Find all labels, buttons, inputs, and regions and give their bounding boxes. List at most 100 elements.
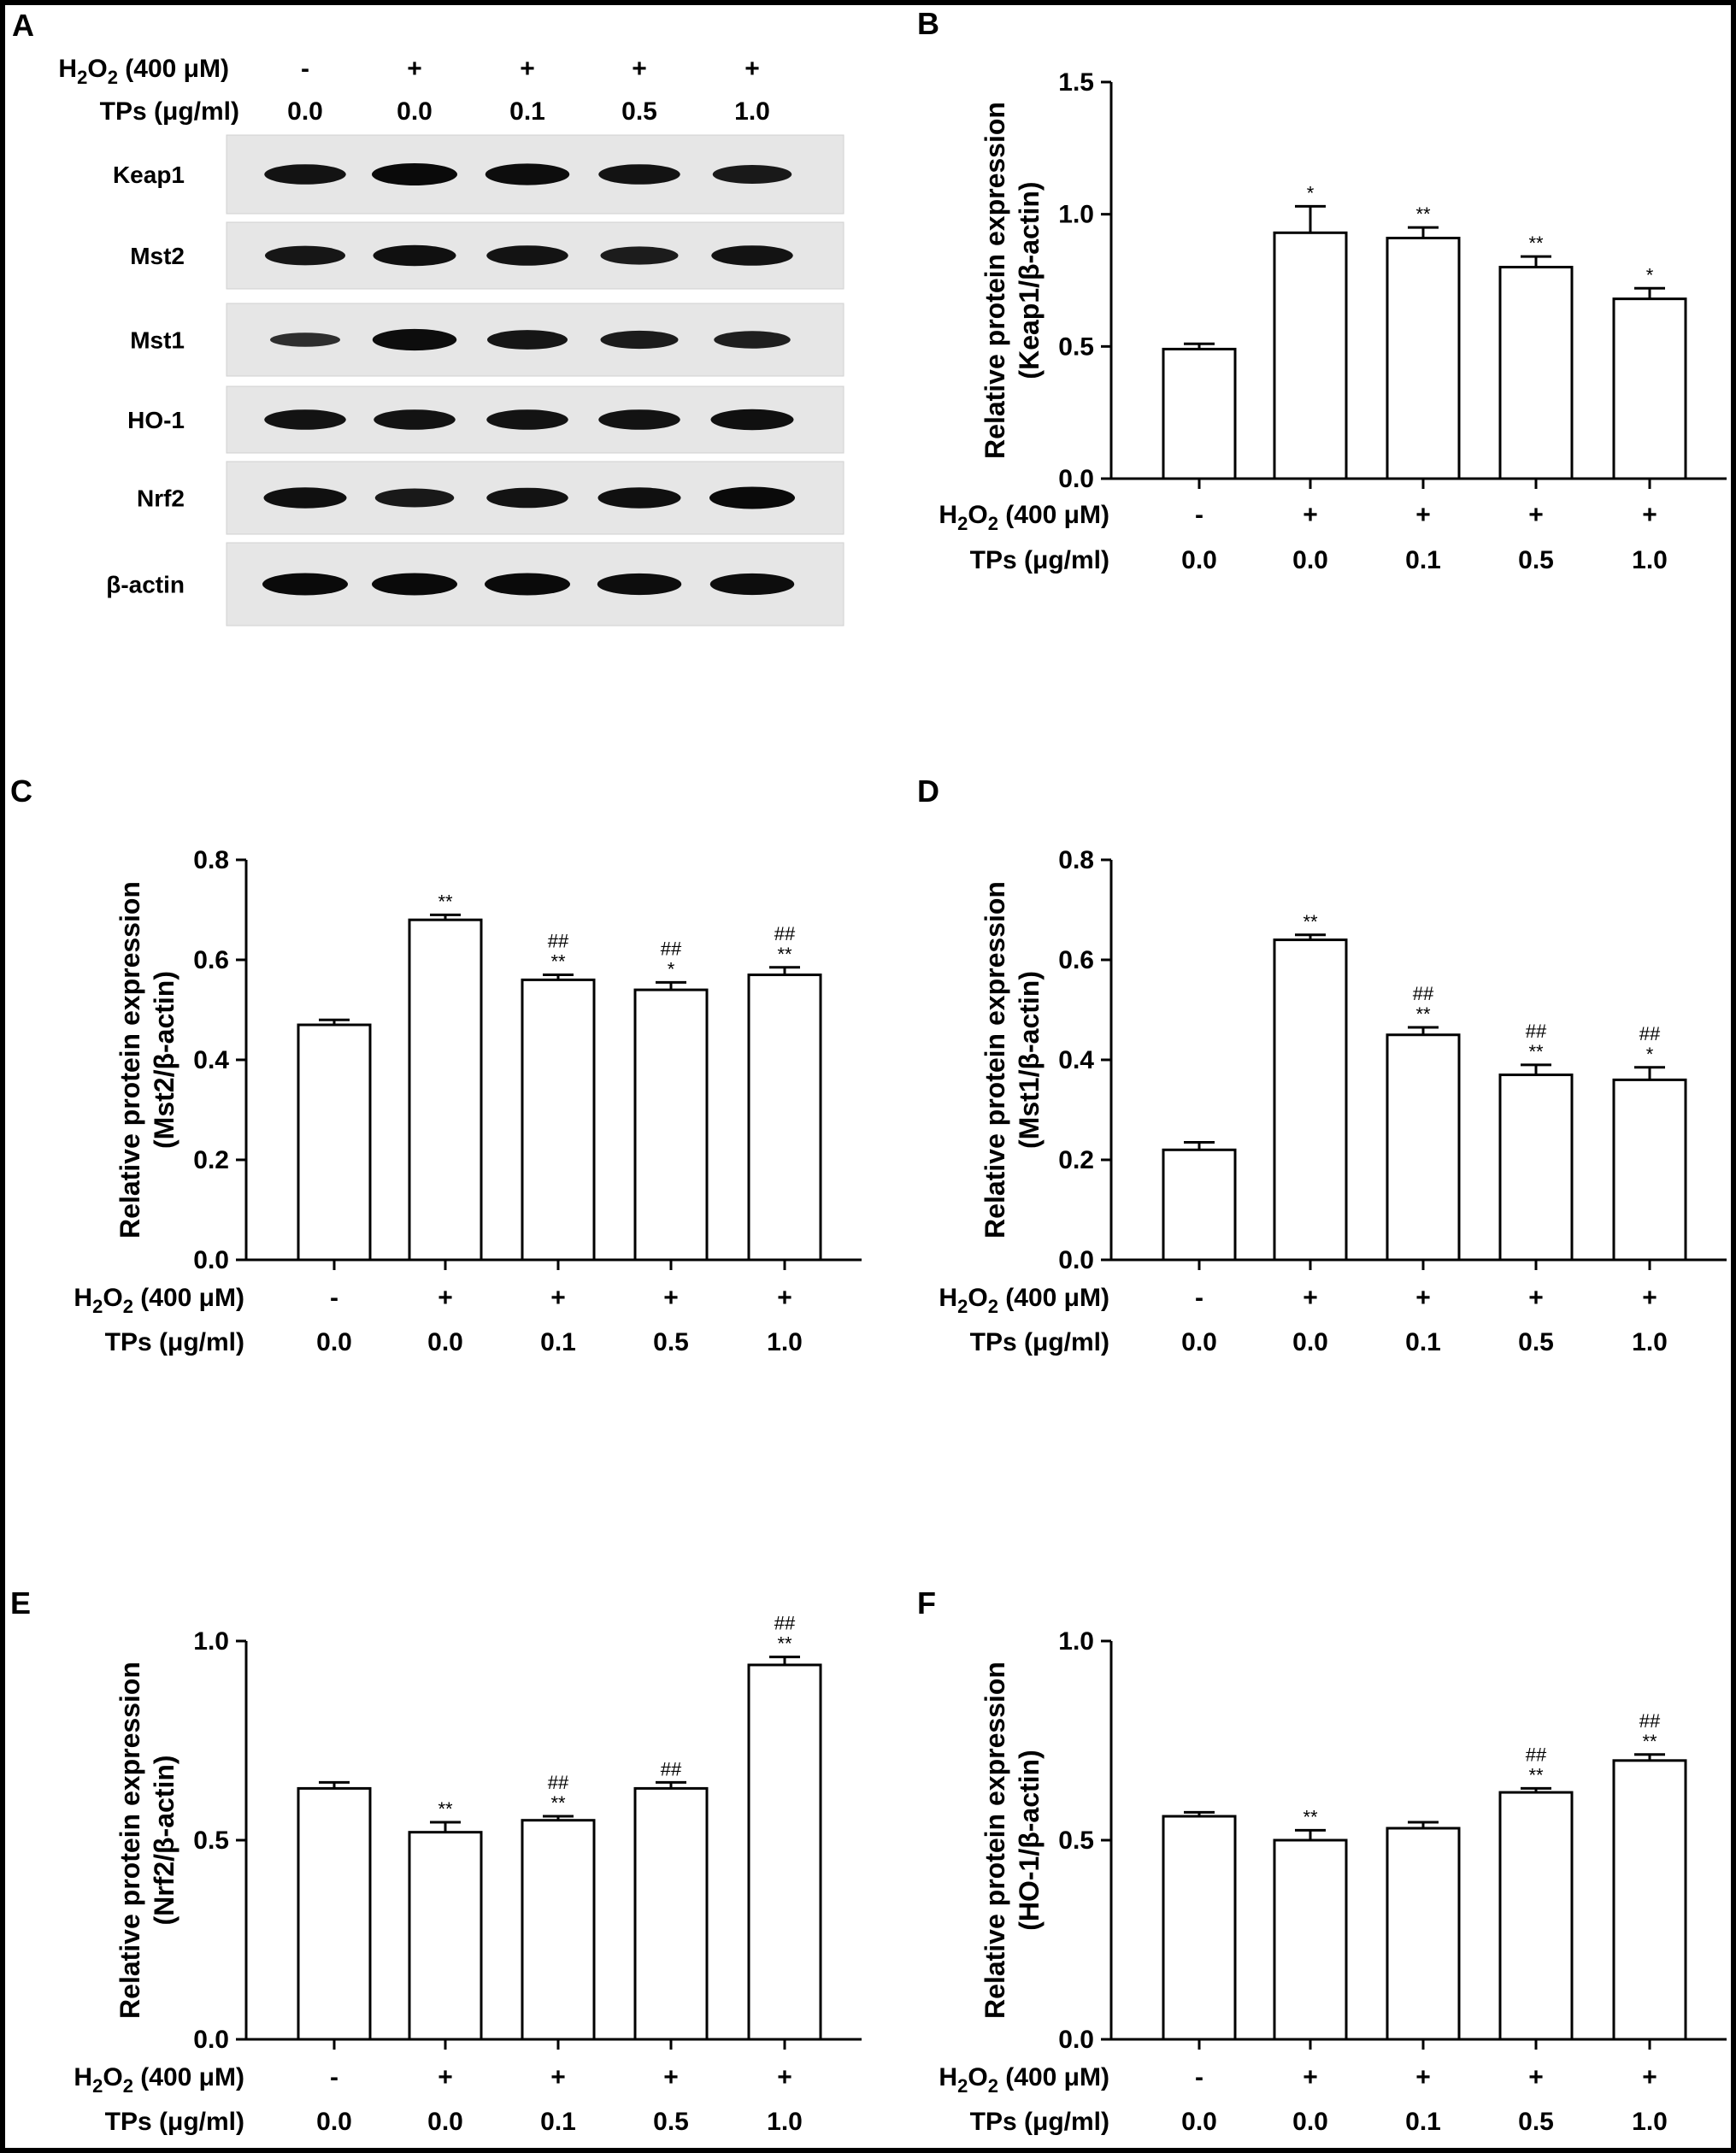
blot-band: [372, 573, 457, 596]
tps-value: 1.0: [767, 2108, 803, 2136]
tps-row-label: TPs (μg/ml): [970, 2108, 1109, 2136]
blot-tps-value: 0.1: [509, 97, 545, 126]
panel-letter: F: [917, 1585, 936, 1621]
blot-strip: Keap1: [113, 134, 844, 215]
blot-band: [486, 487, 568, 509]
y-tick-label: 0.2: [193, 1146, 229, 1174]
blot-strip: Nrf2: [137, 461, 844, 535]
h2o2-value: -: [330, 2063, 338, 2091]
significance-label: **: [550, 1792, 566, 1814]
blot-band: [709, 573, 795, 596]
blot-protein-label: Keap1: [113, 162, 185, 188]
blot-band: [486, 409, 568, 430]
h2o2-text-tail: (400 μM): [998, 1284, 1109, 1312]
h2o2-text-o: O: [103, 2063, 122, 2091]
significance-label: *: [1307, 182, 1315, 203]
h2o2-text-sub1: 2: [957, 513, 968, 534]
chart-panel-f: F 0.0 0.5 1.0 Relative protein expression (HO…: [917, 1585, 1727, 2136]
h2o2-value: +: [550, 1284, 566, 1312]
tps-value: 0.0: [1181, 546, 1217, 574]
h2o2-text-sub2: 2: [123, 1296, 133, 1317]
h2o2-text-sub1: 2: [957, 2075, 968, 2097]
blot-band: [270, 332, 340, 347]
y-axis-label-line1: Relative protein expression: [115, 881, 145, 1238]
panel-letter: B: [917, 6, 939, 41]
significance-label: **: [438, 1798, 453, 1820]
h2o2-value: +: [1642, 1284, 1657, 1312]
significance-label: **: [1642, 1731, 1657, 1752]
y-axis-label-line2: (Mst2/β-actin): [149, 971, 179, 1149]
significance-label: **: [777, 1633, 792, 1655]
h2o2-value: -: [1195, 1284, 1203, 1312]
h2o2-row-label: H2O2 (400 μM): [58, 55, 229, 88]
h2o2-text-tail: (400 μM): [133, 1284, 244, 1312]
h2o2-text-tail: (400 μM): [998, 501, 1109, 529]
significance-label: *: [1646, 1044, 1654, 1065]
blot-tps-value: 0.0: [287, 97, 323, 126]
blot-band: [710, 409, 794, 431]
significance-label: **: [1303, 1806, 1318, 1827]
bar-charts: B 0.0 0.5 1.0 1.5 Relative protein expression…: [10, 6, 1727, 2136]
y-tick-label: 0.0: [193, 1246, 229, 1274]
blot-band: [600, 246, 679, 265]
significance-label: ##: [1526, 1021, 1547, 1042]
blot-strip: HO-1: [127, 385, 844, 454]
h2o2-value: -: [1195, 501, 1203, 529]
blot-h2o2-value: +: [744, 55, 760, 83]
y-tick-label: 1.5: [1058, 68, 1094, 97]
tps-value: 1.0: [1632, 546, 1668, 574]
blot-band: [598, 164, 680, 185]
significance-label: ##: [1639, 1023, 1661, 1044]
h2o2-text-tail: (400 μM): [118, 55, 229, 83]
blot-strip: Mst2: [130, 221, 844, 290]
blot-protein-label: Mst1: [130, 327, 185, 354]
y-tick-label: 0.6: [193, 946, 229, 974]
blot-band: [485, 163, 570, 185]
tps-row-label: TPs (μg/ml): [970, 546, 1109, 574]
tps-value: 0.0: [1181, 2108, 1217, 2136]
y-tick-label: 0.0: [1058, 465, 1094, 493]
h2o2-text-o: O: [968, 1284, 987, 1312]
h2o2-row-label: H2O2 (400 μM): [939, 2063, 1109, 2097]
blot-band: [374, 488, 455, 508]
y-axis-label: Relative protein expression (Mst1/β-actin…: [980, 881, 1045, 1238]
bar: [1612, 1078, 1687, 1262]
h2o2-value: +: [1415, 501, 1431, 529]
h2o2-value: +: [438, 1284, 453, 1312]
bar: [1273, 938, 1348, 1262]
tps-row-label: TPs (μg/ml): [105, 1328, 244, 1356]
h2o2-value: +: [1642, 2063, 1657, 2091]
significance-label: *: [1646, 264, 1654, 285]
y-tick-label: 1.0: [193, 1627, 229, 1656]
y-tick-label: 0.0: [1058, 2026, 1094, 2054]
y-axis-label-line1: Relative protein expression: [980, 881, 1010, 1238]
significance-label: ##: [774, 1613, 796, 1634]
bar: [1162, 1148, 1237, 1262]
tps-value: 0.5: [1518, 1328, 1554, 1356]
bar: [1386, 1033, 1461, 1262]
blot-band: [597, 573, 682, 596]
significance-label: **: [1528, 1764, 1544, 1785]
panel-letter: E: [10, 1585, 31, 1621]
bar: [521, 1819, 596, 2041]
tps-value: 1.0: [1632, 2108, 1668, 2136]
significance-label: **: [1528, 1041, 1544, 1062]
blot-band: [264, 409, 346, 430]
blot-band: [262, 573, 348, 596]
blot-band: [487, 330, 568, 350]
blot-protein-label: Nrf2: [137, 485, 185, 512]
blot-band: [597, 487, 681, 509]
tps-value: 0.0: [427, 2108, 463, 2136]
y-axis-label-line2: (Keap1/β-actin): [1014, 181, 1045, 379]
chart-panel-b: B 0.0 0.5 1.0 1.5 Relative protein expression…: [917, 6, 1727, 574]
significance-label: ##: [774, 923, 796, 944]
y-tick-label: 1.0: [1058, 1627, 1094, 1656]
h2o2-text-o: O: [968, 501, 987, 529]
blot-h2o2-value: +: [520, 55, 535, 83]
significance-label: ##: [1639, 1710, 1661, 1732]
h2o2-text-o: O: [87, 55, 107, 83]
blot-band: [600, 330, 679, 350]
significance-label: **: [777, 944, 792, 965]
